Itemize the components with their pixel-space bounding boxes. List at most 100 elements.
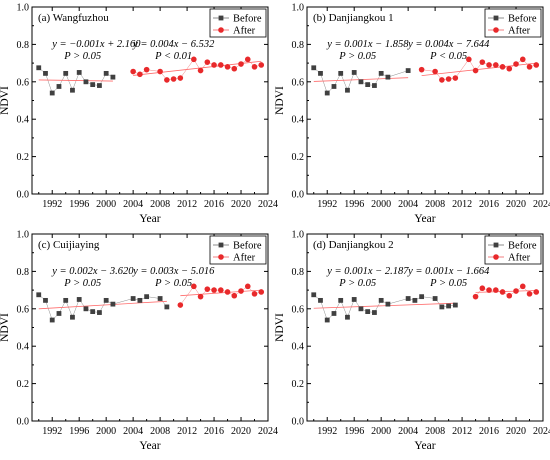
data-point [36, 65, 42, 71]
x-tick-label: 2016 [479, 426, 499, 437]
y-tick-label: 0.4 [292, 115, 305, 126]
y-tick-label: 1.0 [292, 3, 305, 14]
data-point [311, 292, 317, 298]
data-point [439, 304, 445, 310]
data-point [345, 87, 350, 93]
data-point [218, 287, 224, 293]
y-tick-label: 0.6 [17, 304, 30, 315]
data-point [137, 297, 143, 303]
data-point [499, 64, 506, 70]
trend-significance: P > 0.05 [63, 278, 101, 289]
legend-label: Before [508, 241, 537, 252]
x-tick-label: 2004 [398, 426, 418, 437]
x-axis-title: Year [414, 440, 435, 452]
x-axis-title: Year [139, 440, 160, 452]
chart-panel-3: 1992 1996 2000 2004 2008 2012 2016 2020 2024 0.0 0… [0, 230, 278, 453]
panel-label: (a) Wangfuzhou [38, 12, 109, 24]
x-tick-label: 2008 [425, 199, 445, 210]
y-tick-label: 0.2 [17, 379, 30, 390]
y-tick-label: 0.4 [17, 115, 30, 126]
data-point [439, 77, 445, 83]
data-point [130, 68, 136, 75]
y-tick-label: 0.2 [292, 152, 305, 163]
y-tick-label: 0.2 [292, 379, 305, 390]
data-point [191, 56, 197, 63]
legend-swatch-marker [493, 254, 499, 260]
chart-panel-2: 1992 1996 2000 2004 2008 2012 2016 2020 2024 0.0 0… [274, 3, 550, 226]
series-after [130, 56, 265, 83]
data-point [76, 70, 82, 75]
data-point [412, 297, 418, 303]
x-tick-label: 1992 [317, 426, 337, 437]
data-point [452, 75, 459, 81]
y-tick-label: 1.0 [17, 3, 30, 14]
data-point [224, 289, 231, 295]
data-point [378, 297, 384, 303]
data-point [63, 70, 69, 76]
data-point [432, 68, 438, 75]
data-point [358, 306, 364, 312]
data-point [56, 84, 62, 89]
x-tick-label: 2012 [452, 426, 472, 437]
data-point [49, 90, 55, 96]
data-point [157, 68, 163, 75]
y-axis-title: NDVI [0, 313, 11, 342]
data-point [526, 291, 533, 297]
data-point [70, 87, 75, 93]
data-point [43, 70, 48, 76]
trend-significance: P > 0.05 [154, 278, 192, 289]
series-connector-line [421, 58, 537, 81]
data-point [218, 62, 224, 68]
data-point [513, 288, 519, 294]
x-tick-label: 2024 [533, 426, 550, 437]
data-point [452, 302, 458, 308]
y-tick-label: 1.0 [292, 230, 305, 241]
data-point [345, 314, 350, 320]
x-tick-label: 2020 [506, 199, 526, 210]
data-point [110, 74, 116, 80]
y-axis-title: NDVI [274, 86, 286, 115]
data-point [331, 311, 337, 316]
data-point [258, 62, 265, 68]
series-before [311, 292, 458, 323]
y-tick-label: 0.0 [17, 417, 30, 428]
data-point [204, 59, 211, 65]
data-point [324, 90, 330, 96]
x-tick-label: 1992 [42, 426, 62, 437]
data-point [365, 309, 371, 315]
x-tick-label: 1992 [42, 199, 62, 210]
data-point [318, 70, 323, 76]
data-point [231, 65, 238, 72]
panel-label: (d) Danjiangkou 2 [313, 239, 394, 251]
y-tick-label: 0.0 [292, 417, 305, 428]
x-tick-label: 2020 [506, 426, 526, 437]
legend-swatch-marker [493, 242, 499, 248]
data-point [466, 56, 472, 63]
legend-box [209, 8, 267, 38]
data-point [358, 79, 364, 85]
data-point [157, 296, 163, 301]
legend-swatch-marker [493, 27, 499, 33]
data-point [238, 288, 244, 294]
legend-label: After [508, 253, 531, 264]
data-point [378, 70, 384, 76]
data-point [191, 283, 197, 290]
x-tick-label: 2020 [231, 199, 251, 210]
y-tick-label: 0.0 [292, 190, 305, 201]
trend-line [38, 300, 167, 310]
data-point [103, 297, 109, 303]
data-point [244, 283, 251, 290]
data-point [533, 289, 540, 295]
x-tick-label: 1996 [69, 199, 89, 210]
data-point [231, 292, 238, 299]
x-tick-label: 2024 [258, 426, 278, 437]
data-point [36, 292, 42, 298]
legend-label: After [233, 253, 256, 264]
x-tick-label: 2024 [258, 199, 278, 210]
data-point [211, 62, 217, 68]
series-before [36, 292, 170, 323]
x-tick-label: 2012 [177, 199, 197, 210]
x-tick-label: 2008 [150, 199, 170, 210]
